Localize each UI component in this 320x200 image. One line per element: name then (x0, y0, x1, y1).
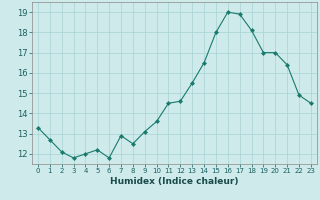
X-axis label: Humidex (Indice chaleur): Humidex (Indice chaleur) (110, 177, 239, 186)
